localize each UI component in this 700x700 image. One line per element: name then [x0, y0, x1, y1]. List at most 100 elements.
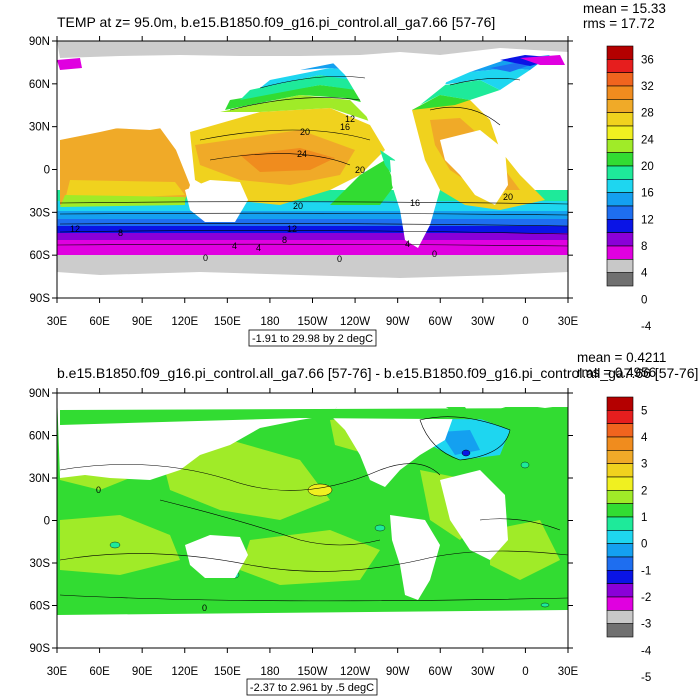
top-contour-label: 0: [432, 249, 437, 259]
top-contour-label: 16: [410, 198, 420, 208]
colorbar-box: [606, 623, 634, 638]
lat-label: 0: [44, 165, 50, 177]
top-contour-label: 24: [297, 149, 307, 159]
bottom-contour-label: 0: [202, 603, 207, 613]
colorbar-label: 2: [641, 485, 647, 497]
colorbar-box: [606, 232, 634, 247]
top-contour-label: 20: [355, 165, 365, 175]
colorbar-label: -4: [641, 321, 652, 333]
top-contour-label: 4: [232, 241, 237, 251]
colorbar-label: -5: [641, 672, 651, 684]
top-map: 20 16 12 24 20 20 16 20 12 8 4 0 12 8 4 …: [57, 41, 568, 298]
lon-label: 30W: [471, 316, 495, 328]
bottom-contour-label: 0: [96, 485, 101, 495]
lon-label: 180: [260, 316, 279, 328]
lon-label: 90W: [386, 666, 410, 678]
colorbar-box: [606, 205, 634, 220]
colorbar-label: 4: [641, 432, 648, 444]
top-colorbar: 36 32 28 24 20 16 12 8 4 0 -4: [606, 45, 654, 333]
colorbar-label: 28: [641, 108, 654, 120]
top-contour-label: 12: [287, 224, 297, 234]
top-contour-label: 16: [340, 122, 350, 132]
colorbar-box: [606, 516, 634, 531]
lon-label: 90E: [132, 666, 153, 678]
lon-label: 120W: [340, 666, 370, 678]
bottom-mean: mean = 0.4211: [577, 350, 666, 365]
colorbar-box: [606, 410, 634, 424]
lon-label: 30E: [47, 316, 68, 328]
lat-label: 30N: [29, 473, 50, 485]
colorbar-box: [606, 125, 634, 140]
top-contour-label: 20: [503, 192, 513, 202]
colorbar-box: [606, 436, 634, 451]
colorbar-box: [606, 556, 634, 571]
top-rms: rms = 17.72: [583, 16, 655, 31]
lon-label: 60E: [89, 316, 110, 328]
top-contour-label: 0: [337, 254, 342, 264]
bottom-range-box: [246, 678, 378, 696]
bottom-range-label: -2.37 to 2.961 by .5 degC: [250, 682, 374, 694]
colorbar-label: 36: [641, 54, 654, 66]
lon-label: 150E: [214, 316, 241, 328]
lat-label: 90N: [29, 36, 50, 48]
top-contour-label: 12: [70, 224, 80, 234]
colorbar-box: [606, 139, 634, 153]
colorbar-box: [606, 152, 634, 167]
colorbar-label: 20: [641, 161, 654, 173]
colorbar-box: [606, 219, 634, 233]
lon-label: 90W: [386, 316, 410, 328]
colorbar-label: 0: [641, 539, 647, 551]
colorbar-label: 16: [641, 188, 654, 200]
colorbar-box: [606, 259, 634, 273]
bottom-colorbar: 5 4 3 2 1 0 -1 -2 -3 -4 -5: [606, 396, 652, 684]
colorbar-box: [606, 423, 634, 438]
top-contour-label: 20: [300, 127, 310, 137]
top-range-label: -1.91 to 29.98 by 2 degC: [252, 333, 373, 345]
colorbar-box: [606, 165, 634, 180]
colorbar-label: -1: [641, 565, 651, 577]
lon-label: 150W: [297, 666, 327, 678]
colorbar-label: 0: [641, 294, 647, 306]
bottom-title: b.e15.B1850.f09_g16.pi_control.all_ga7.6…: [57, 365, 698, 381]
colorbar-box: [606, 85, 634, 100]
top-title: TEMP at z= 95.0m, b.e15.B1850.f09_g16.pi…: [57, 14, 495, 30]
colorbar-box: [606, 245, 634, 260]
lon-label: 30E: [47, 666, 68, 678]
colorbar-label: 5: [641, 405, 647, 417]
colorbar-label: 3: [641, 459, 647, 471]
colorbar-box: [606, 72, 634, 87]
colorbar-box: [606, 112, 634, 127]
colorbar-label: -3: [641, 619, 651, 631]
lon-label: 120E: [171, 316, 198, 328]
colorbar-box: [606, 570, 634, 584]
colorbar-label: -2: [641, 592, 651, 604]
colorbar-box: [606, 450, 634, 464]
lon-label: 120W: [340, 316, 370, 328]
lon-label: 30E: [558, 316, 579, 328]
colorbar-box: [606, 543, 634, 558]
lat-label: 30S: [30, 558, 51, 570]
colorbar-box: [606, 396, 634, 411]
colorbar-label: 32: [641, 81, 654, 93]
lon-label: 30E: [558, 666, 579, 678]
lon-label: 150E: [214, 666, 241, 678]
lon-label: 60W: [428, 316, 452, 328]
top-contour-label: 12: [345, 114, 355, 124]
bottom-rms: rms = 0.4956: [577, 365, 656, 380]
lon-label: 90E: [132, 316, 153, 328]
colorbar-box: [606, 530, 634, 544]
colorbar-box: [606, 596, 634, 611]
colorbar-box: [606, 99, 634, 113]
colorbar-box: [606, 192, 634, 207]
top-panel: TEMP at z= 95.0m, b.e15.B1850.f09_g16.pi…: [29, 1, 666, 347]
colorbar-label: 8: [641, 241, 647, 253]
top-contour-label: 0: [203, 253, 208, 263]
colorbar-box: [606, 583, 634, 598]
top-contour-label: 4: [405, 239, 410, 249]
colorbar-box: [606, 179, 634, 193]
colorbar-label: 4: [641, 268, 648, 280]
lat-label: 60N: [29, 79, 50, 91]
colorbar-box: [606, 490, 634, 504]
lat-label: 60S: [30, 601, 51, 613]
